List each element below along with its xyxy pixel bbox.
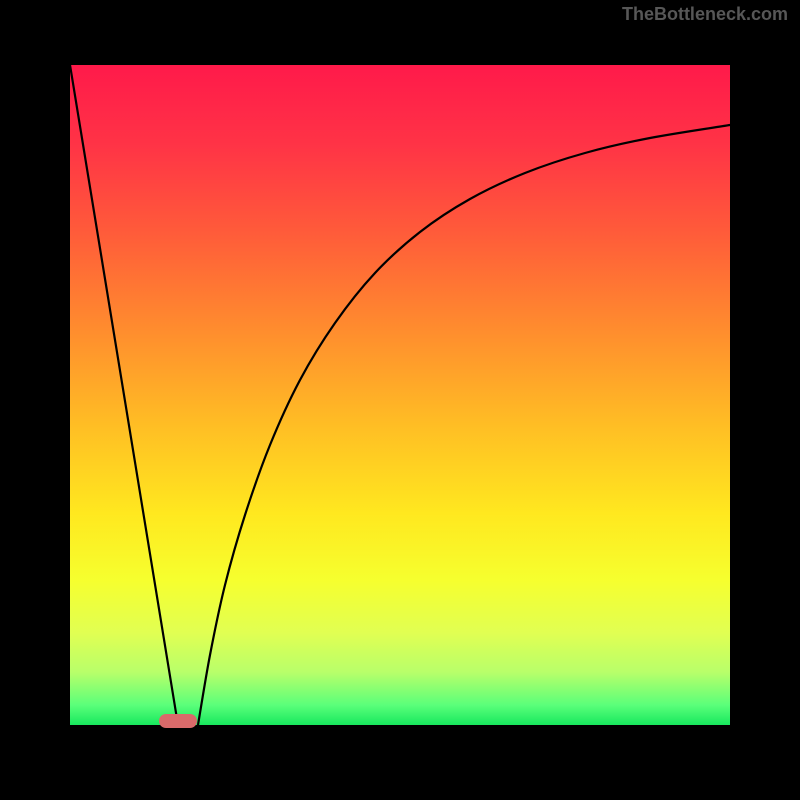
bottleneck-curve [70, 65, 730, 725]
watermark-text: TheBottleneck.com [622, 4, 788, 25]
plot-area [70, 65, 730, 725]
minimum-marker [159, 714, 197, 728]
curve-layer [70, 65, 730, 725]
chart-container: TheBottleneck.com [0, 0, 800, 800]
